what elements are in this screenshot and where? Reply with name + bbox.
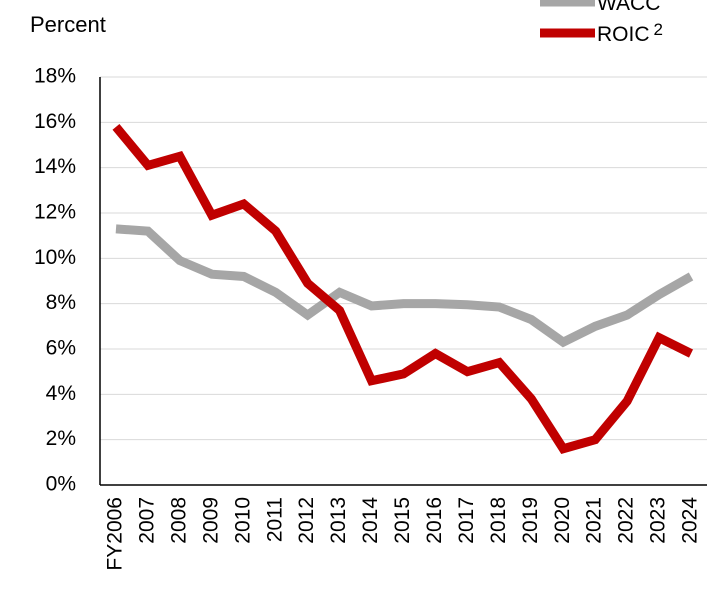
- x-tick-label: 2016: [423, 497, 446, 544]
- x-tick-label: 2007: [135, 497, 158, 544]
- x-tick-label: 2012: [295, 497, 318, 544]
- x-tick-label: 2009: [199, 497, 222, 544]
- x-tick-label: 2017: [455, 497, 478, 544]
- x-tick-label: 2018: [487, 497, 510, 544]
- legend-label: WACC: [597, 0, 660, 15]
- y-tick-label: 10%: [34, 246, 76, 269]
- series-line: [115, 224, 694, 348]
- x-tick-label: 2014: [359, 497, 382, 544]
- y-tick-label: 16%: [34, 110, 76, 133]
- x-tick-label: 2022: [615, 497, 638, 544]
- x-tick-label: FY2006: [104, 497, 127, 571]
- series-line: [112, 123, 694, 454]
- x-tick-label: 2019: [519, 497, 542, 544]
- legend-superscript: 2: [654, 20, 663, 39]
- y-tick-label: 8%: [46, 291, 76, 314]
- y-tick-label: 6%: [46, 337, 76, 360]
- legend-name: ROIC: [597, 23, 650, 46]
- y-tick-label: 2%: [46, 427, 76, 450]
- y-tick-label: 12%: [34, 201, 76, 224]
- legend-name: WACC: [597, 0, 660, 15]
- x-tick-label: 2020: [551, 497, 574, 544]
- x-tick-label: 2023: [647, 497, 670, 544]
- x-tick-label: 2011: [263, 497, 286, 542]
- x-tick-label: 2013: [327, 497, 350, 544]
- y-tick-label: 4%: [46, 382, 76, 405]
- x-tick-label: 2015: [391, 497, 414, 544]
- x-tick-label: 2021: [583, 497, 606, 544]
- y-tick-label: 0%: [46, 473, 76, 496]
- x-tick-label: 2024: [679, 497, 702, 544]
- x-tick-label: 2008: [167, 497, 190, 544]
- y-tick-label: 14%: [34, 155, 76, 178]
- y-tick-label: 18%: [34, 65, 76, 88]
- x-tick-label: 2010: [231, 497, 254, 544]
- chart-subtitle: Percent: [30, 12, 106, 37]
- legend-label: ROIC 2: [597, 20, 663, 45]
